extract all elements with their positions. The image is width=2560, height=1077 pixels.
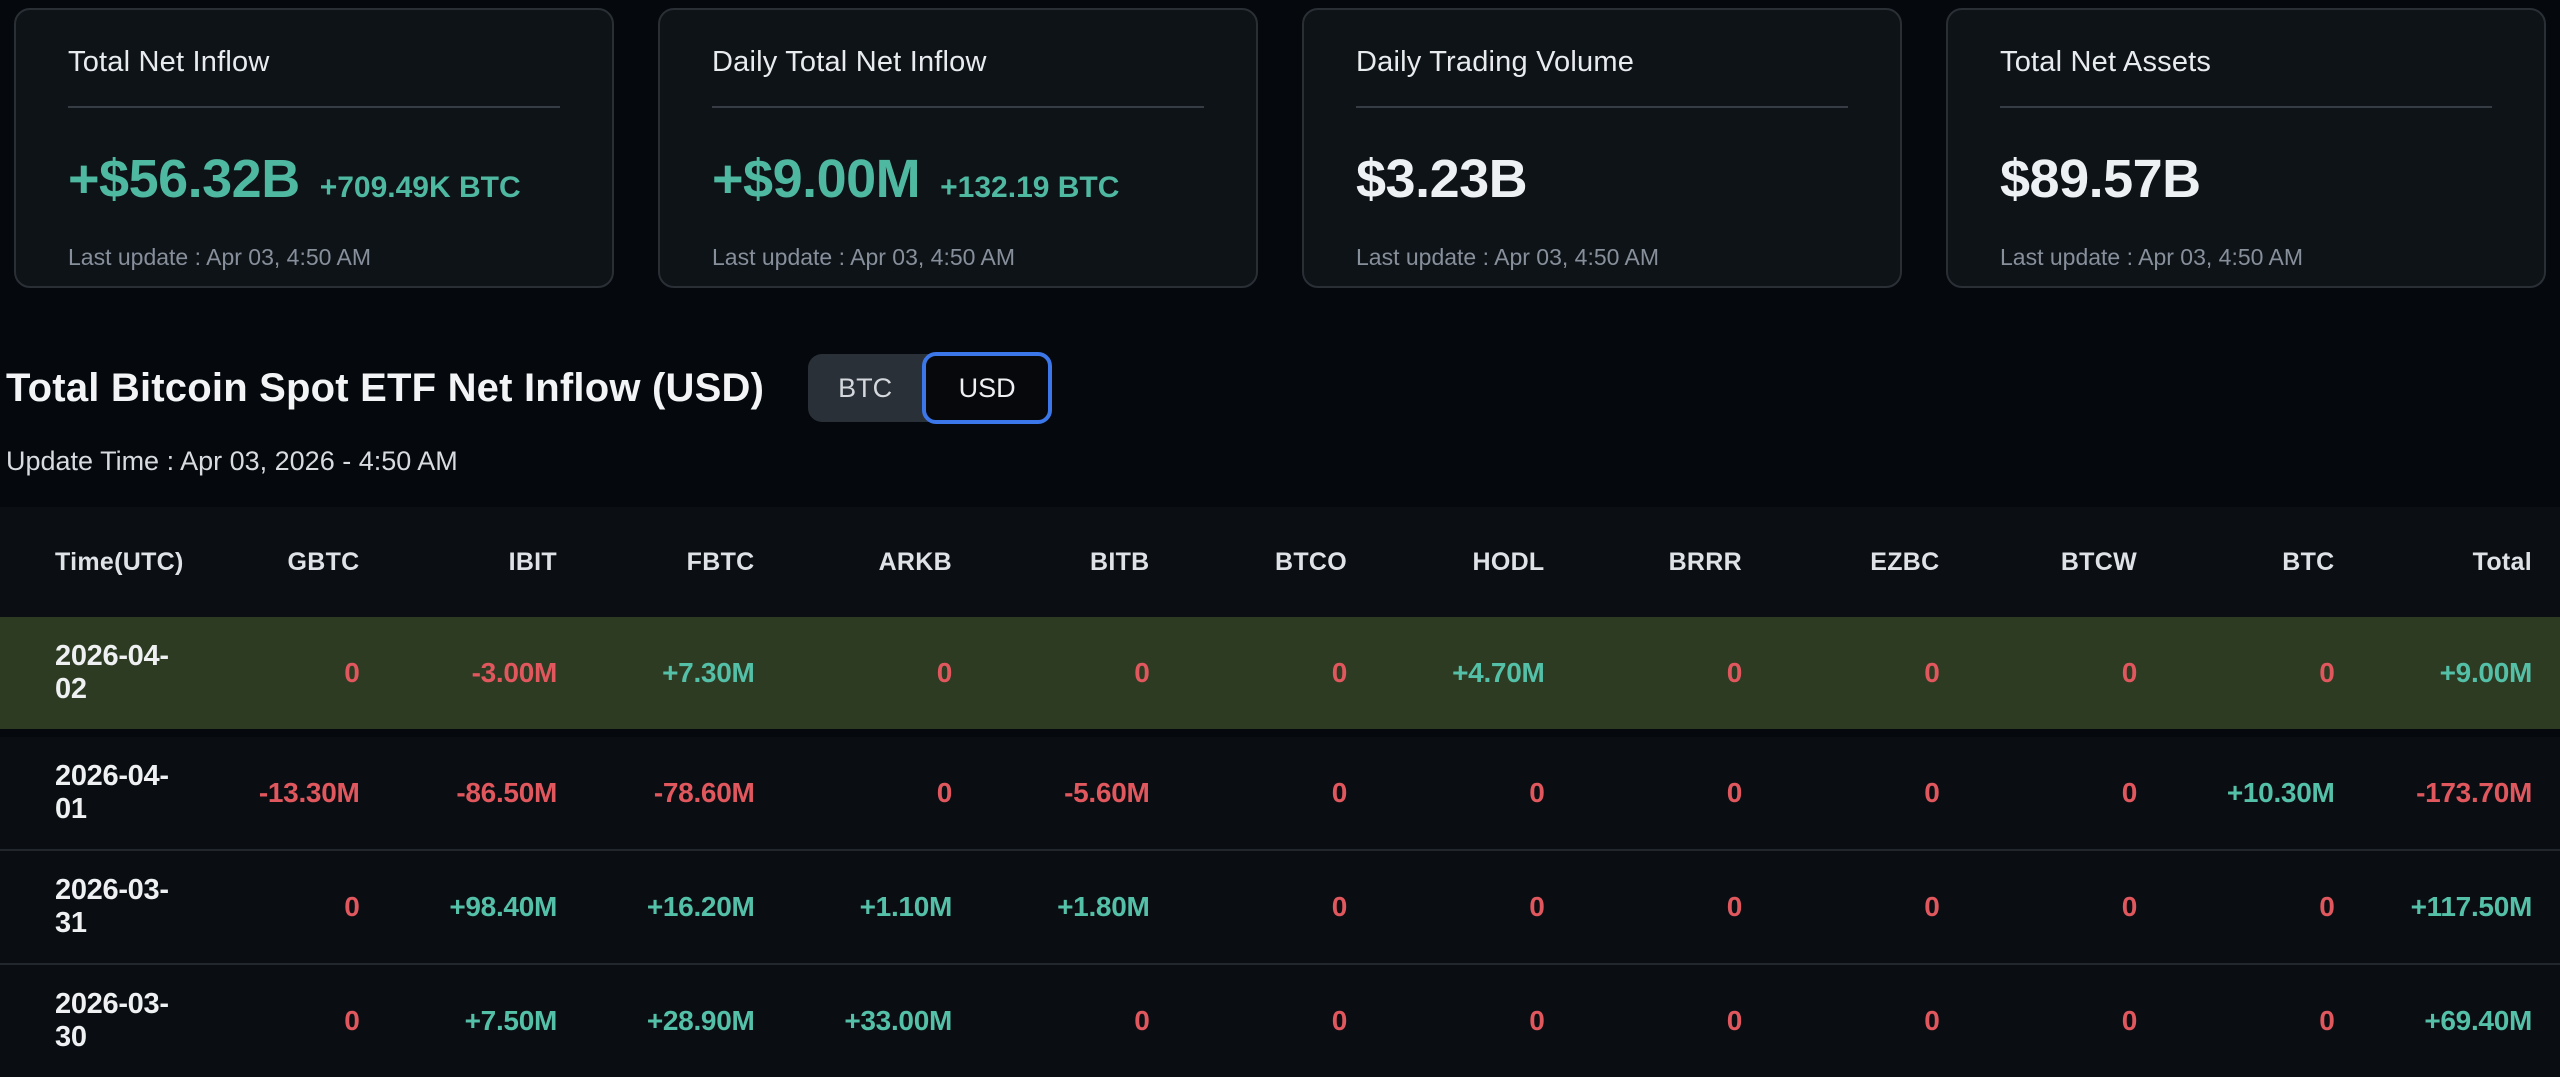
card-last-update: Last update : Apr 03, 4:50 AM (712, 244, 1204, 271)
card-title: Daily Total Net Inflow (712, 46, 1204, 79)
card-last-update: Last update : Apr 03, 4:50 AM (2000, 244, 2492, 271)
update-time-label: Update Time : Apr 03, 2026 - 4:50 AM (6, 446, 2560, 477)
column-header-btcw: BTCW (1968, 507, 2166, 617)
currency-toggle: BTC USD (808, 354, 1050, 422)
card-daily-trading-volume: Daily Trading Volume $3.23B Last update … (1302, 8, 1902, 288)
card-divider (1356, 106, 1848, 108)
card-divider (2000, 106, 2492, 108)
column-header-arkb: ARKB (783, 507, 981, 617)
column-header-fbtc: FBTC (585, 507, 783, 617)
cell-value: 0 (190, 850, 388, 964)
column-header-bitb: BITB (980, 507, 1178, 617)
cell-value: 0 (980, 964, 1178, 1077)
cell-value: 0 (1375, 964, 1573, 1077)
cell-value: -173.70M (2363, 733, 2560, 850)
cell-value: 0 (1573, 733, 1771, 850)
cell-value: -3.00M (388, 617, 586, 733)
column-header-hodl: HODL (1375, 507, 1573, 617)
column-header-ezbc: EZBC (1770, 507, 1968, 617)
column-header-gbtc: GBTC (190, 507, 388, 617)
cell-value: -13.30M (190, 733, 388, 850)
cell-value: +69.40M (2363, 964, 2560, 1077)
card-daily-total-net-inflow: Daily Total Net Inflow +$9.00M +132.19 B… (658, 8, 1258, 288)
cell-value: 0 (1178, 733, 1376, 850)
cell-value: 0 (980, 617, 1178, 733)
cell-value: +98.40M (388, 850, 586, 964)
cell-value: +16.20M (585, 850, 783, 964)
cell-value: +33.00M (783, 964, 981, 1077)
cell-value: 0 (1178, 617, 1376, 733)
cell-value: 0 (1770, 964, 1968, 1077)
cell-value: 0 (1770, 617, 1968, 733)
cell-value: +1.10M (783, 850, 981, 964)
stat-cards-row: Total Net Inflow +$56.32B +709.49K BTC L… (0, 0, 2560, 288)
cell-value: 0 (2165, 964, 2363, 1077)
card-value: +$56.32B (68, 148, 300, 210)
card-title: Total Net Inflow (68, 46, 560, 79)
card-last-update: Last update : Apr 03, 4:50 AM (68, 244, 560, 271)
card-total-net-inflow: Total Net Inflow +$56.32B +709.49K BTC L… (14, 8, 614, 288)
card-title: Total Net Assets (2000, 46, 2492, 79)
page-title: Total Bitcoin Spot ETF Net Inflow (USD) (6, 366, 764, 411)
cell-value: 0 (2165, 850, 2363, 964)
cell-value: -78.60M (585, 733, 783, 850)
toggle-btc-button[interactable]: BTC (808, 354, 922, 422)
column-header-btc: BTC (2165, 507, 2363, 617)
cell-value: +28.90M (585, 964, 783, 1077)
cell-value: 0 (190, 617, 388, 733)
cell-value: +7.50M (388, 964, 586, 1077)
cell-value: +4.70M (1375, 617, 1573, 733)
row-date: 2026-04-02 (0, 617, 190, 733)
cell-value: +9.00M (2363, 617, 2560, 733)
cell-value: 0 (1573, 964, 1771, 1077)
card-sub-value: +709.49K BTC (320, 171, 521, 205)
cell-value: 0 (190, 964, 388, 1077)
cell-value: 0 (1968, 964, 2166, 1077)
card-value: $89.57B (2000, 148, 2201, 210)
cell-value: +7.30M (585, 617, 783, 733)
card-total-net-assets: Total Net Assets $89.57B Last update : A… (1946, 8, 2546, 288)
cell-value: 0 (1968, 850, 2166, 964)
cell-value: 0 (2165, 617, 2363, 733)
cell-value: 0 (1770, 733, 1968, 850)
cell-value: 0 (1770, 850, 1968, 964)
cell-value: 0 (783, 733, 981, 850)
cell-value: 0 (1178, 964, 1376, 1077)
card-title: Daily Trading Volume (1356, 46, 1848, 79)
column-header-brrr: BRRR (1573, 507, 1771, 617)
cell-value: 0 (1573, 617, 1771, 733)
toggle-usd-button[interactable]: USD (922, 352, 1052, 424)
cell-value: 0 (783, 617, 981, 733)
cell-value: 0 (1178, 850, 1376, 964)
row-date: 2026-03-30 (0, 964, 190, 1077)
cell-value: 0 (1375, 850, 1573, 964)
row-date: 2026-03-31 (0, 850, 190, 964)
cell-value: +117.50M (2363, 850, 2560, 964)
card-sub-value: +132.19 BTC (940, 171, 1119, 205)
column-header-btco: BTCO (1178, 507, 1376, 617)
cell-value: -86.50M (388, 733, 586, 850)
cell-value: 0 (1375, 733, 1573, 850)
column-header-ibit: IBIT (388, 507, 586, 617)
cell-value: 0 (1573, 850, 1771, 964)
column-header-time-utc-: Time(UTC) (0, 507, 190, 617)
card-divider (68, 106, 560, 108)
card-divider (712, 106, 1204, 108)
card-value: $3.23B (1356, 148, 1527, 210)
cell-value: +10.30M (2165, 733, 2363, 850)
cell-value: +1.80M (980, 850, 1178, 964)
cell-value: -5.60M (980, 733, 1178, 850)
row-date: 2026-04-01 (0, 733, 190, 850)
cell-value: 0 (1968, 617, 2166, 733)
column-header-total: Total (2363, 507, 2560, 617)
card-last-update: Last update : Apr 03, 4:50 AM (1356, 244, 1848, 271)
card-value: +$9.00M (712, 148, 920, 210)
cell-value: 0 (1968, 733, 2166, 850)
